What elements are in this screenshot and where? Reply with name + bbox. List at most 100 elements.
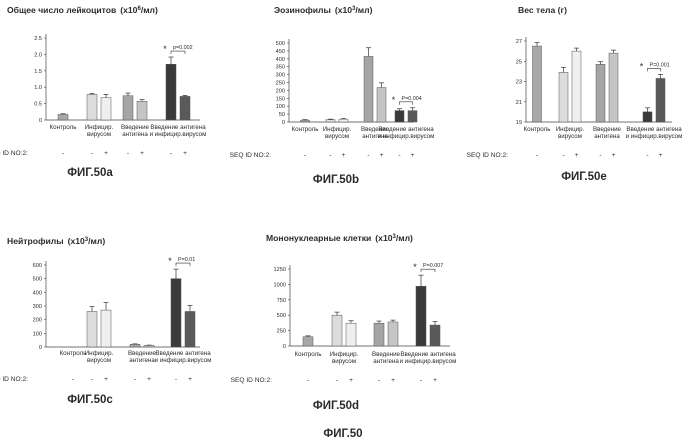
seq-id-mark: + (147, 376, 151, 383)
category-label: Введениеантигена (121, 124, 150, 138)
category-label-line: и инфицир.вирусом (626, 133, 683, 140)
seq-id-mark: - (304, 152, 306, 159)
category-label-line: Введение (593, 126, 622, 133)
y-tick-label: 400 (33, 290, 42, 296)
seq-id-mark: - (398, 152, 400, 159)
seq-id-mark: + (349, 377, 353, 384)
category-label-line: вирусом (558, 133, 582, 140)
significance-bracket (171, 51, 185, 54)
y-tick-label: 500 (33, 277, 42, 283)
category-label-line: вирусом (332, 358, 356, 365)
panel-label: ФИГ.50c (67, 394, 113, 406)
bar (533, 46, 542, 122)
y-tick-label: 19 (516, 120, 522, 126)
significance-bracket (400, 102, 413, 105)
category-label: Инфицир.вирусом (85, 124, 114, 138)
seq-id-mark: + (188, 376, 192, 383)
significance-p-value: P=0.001 (650, 62, 670, 68)
bar (101, 98, 111, 120)
category-label: Инфицир.вирусом (85, 350, 114, 364)
bar (303, 337, 313, 346)
seq-id-mark: - (336, 377, 338, 384)
category-label-line: Контроль (60, 350, 87, 357)
bar (166, 64, 176, 120)
y-tick-label: 2.5 (34, 36, 42, 42)
bar (596, 64, 605, 122)
seq-id-mark: + (575, 152, 579, 159)
category-label: Контроль (292, 126, 319, 133)
category-label: Введение антигенаи инфицир.вирусом (378, 126, 435, 140)
bar (137, 101, 147, 120)
chart-title: Нейтрофилы(x103/мл) (7, 236, 105, 246)
category-label: Введение антигенаи инфицир.вирусом (400, 351, 457, 365)
bar (130, 344, 140, 347)
seq-id-mark: + (183, 150, 187, 157)
category-label-line: антигена (129, 357, 155, 364)
y-tick-label: 100 (276, 104, 285, 110)
seq-id-mark: - (329, 152, 331, 159)
bar (416, 286, 426, 346)
seq-id-mark: + (140, 150, 144, 157)
category-label-line: и инфицир.вирусом (155, 357, 212, 364)
seq-id-mark: - (562, 152, 564, 159)
category-label-line: Контроль (295, 351, 322, 358)
bar (395, 111, 404, 122)
bar (656, 78, 665, 122)
seq-id-mark: - (62, 150, 64, 157)
category-label: Контроль (524, 126, 551, 133)
category-label: Контроль (295, 351, 322, 358)
seq-id-mark: - (378, 377, 380, 384)
category-label: Введениеантигена (593, 126, 622, 140)
category-label: Введение антигенаи инфицир.вирусом (626, 126, 683, 140)
bar (374, 323, 384, 346)
y-tick-label: 300 (33, 304, 42, 310)
bar (572, 51, 581, 122)
category-label-line: Введение антигена (155, 350, 211, 357)
chart-title: Мононуклеарные клетки(x103/мл) (266, 233, 413, 243)
significance-bracket (648, 68, 661, 71)
y-tick-label: 400 (276, 57, 285, 63)
category-label-line: Введение (372, 351, 401, 358)
category-label-line: Введение антигена (378, 126, 434, 133)
seq-id-mark: - (420, 377, 422, 384)
category-label-line: вирусом (325, 133, 349, 140)
chart-title-main: Вес тела (г) (518, 5, 567, 15)
chart-panel-2: Вес тела (г)1921232527КонтрольИнфицир.ви… (467, 5, 683, 183)
seq-id-mark: - (134, 376, 136, 383)
bar (332, 315, 342, 346)
category-label-line: антигена (594, 133, 620, 140)
y-tick-label: 1250 (274, 267, 286, 273)
y-tick-label: 750 (277, 298, 286, 304)
y-tick-label: 450 (276, 49, 285, 55)
y-tick-label: 1.0 (34, 85, 42, 91)
panel-label: ФИГ.50a (67, 167, 113, 179)
significance-p-value: P=0.004 (402, 96, 422, 102)
y-tick-label: 100 (33, 331, 42, 337)
chart-title-unit: (x10 (375, 233, 392, 243)
seq-id-mark: - (72, 376, 74, 383)
category-label: Контроль (60, 350, 87, 357)
significance-p-value: P=0.007 (423, 263, 443, 269)
chart-title-unit-tail: /мл) (355, 5, 372, 15)
seq-id-label: SEQ ID NO:2: (0, 150, 28, 157)
chart-title-unit: (x10 (68, 236, 85, 246)
chart-panel-4: Мононуклеарные клетки(x103/мл)0250500750… (231, 233, 457, 412)
chart-title-unit-tail: /мл) (396, 233, 413, 243)
chart-panel-0: Общее число лейкоцитов(x106/мл)00.51.01.… (0, 5, 206, 179)
bar (643, 112, 652, 122)
category-label-line: вирусом (87, 357, 111, 364)
bar (408, 111, 417, 122)
significance-bracket (176, 263, 190, 266)
y-tick-label: 23 (516, 80, 522, 86)
seq-id-label: SEQ ID NO:2: (467, 152, 509, 159)
y-tick-label: 500 (277, 313, 286, 319)
seq-id-mark: - (646, 152, 648, 159)
seq-id-mark: - (367, 152, 369, 159)
seq-id-mark: + (659, 152, 663, 159)
category-label-line: и инфицир.вирусом (378, 133, 435, 140)
category-label-line: антигена (122, 131, 148, 138)
bar (144, 345, 154, 347)
y-tick-label: 150 (276, 96, 285, 102)
seq-id-label: SEQ ID NO:2: (0, 376, 28, 383)
panel-label: ФИГ.50e (561, 171, 607, 183)
